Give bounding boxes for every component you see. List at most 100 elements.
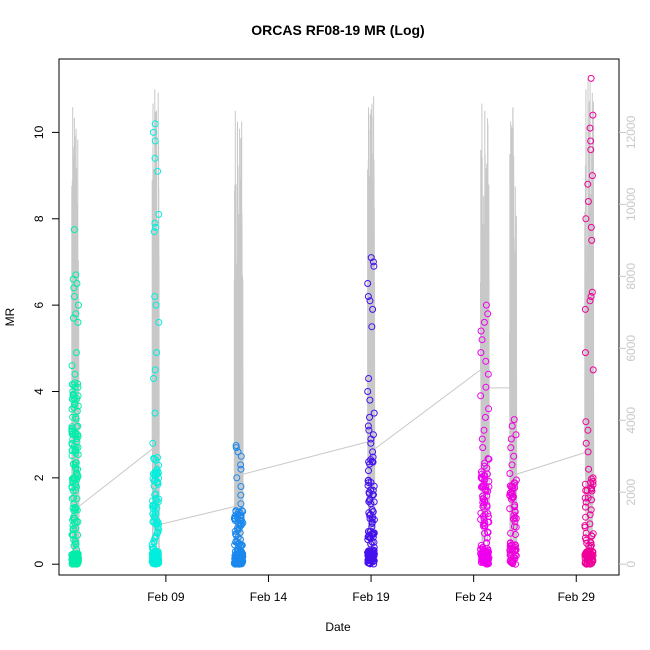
data-point <box>73 435 81 443</box>
data-point <box>72 349 80 357</box>
background-connector <box>78 448 153 508</box>
data-point <box>366 297 374 305</box>
data-point <box>149 470 157 478</box>
data-point <box>482 483 489 491</box>
y-axis-label: MR <box>3 307 17 326</box>
data-point <box>509 515 517 523</box>
data-point <box>481 522 489 530</box>
data-point <box>481 496 489 504</box>
data-point <box>152 223 159 231</box>
data-point <box>506 470 514 477</box>
data-point <box>582 349 589 357</box>
data-point <box>584 426 592 434</box>
data-point <box>70 396 78 404</box>
data-point <box>150 455 158 463</box>
data-point <box>581 522 589 530</box>
y-tick-label: 2 <box>32 474 46 481</box>
data-point <box>510 523 518 531</box>
series-ee00ee <box>477 301 493 568</box>
data-point <box>369 431 377 439</box>
data-point <box>510 511 518 519</box>
data-point <box>587 223 595 231</box>
data-point <box>74 518 82 526</box>
data-point <box>71 505 79 513</box>
data-point <box>364 293 372 300</box>
data-point <box>70 474 77 482</box>
data-point <box>151 491 159 499</box>
data-point <box>586 297 594 305</box>
data-point <box>485 477 493 485</box>
data-point <box>237 465 245 473</box>
data-point <box>367 254 375 262</box>
data-point <box>585 555 593 563</box>
data-point <box>75 301 82 309</box>
y2-tick-label: 6000 <box>624 335 638 362</box>
data-point <box>582 439 590 447</box>
data-point <box>368 518 376 526</box>
data-point <box>237 452 245 460</box>
data-point <box>507 444 515 452</box>
data-point <box>233 560 241 568</box>
y-tick-label: 10 <box>32 125 46 139</box>
data-point <box>582 418 590 426</box>
data-point <box>72 271 80 279</box>
data-point <box>234 533 242 541</box>
data-point <box>369 305 377 313</box>
data-point <box>581 559 589 567</box>
data-point <box>484 370 492 378</box>
background-trace <box>151 89 160 565</box>
data-point <box>480 318 488 326</box>
data-points <box>68 74 597 568</box>
data-point <box>478 475 486 483</box>
data-point <box>589 111 597 119</box>
data-point <box>365 547 372 555</box>
data-point <box>154 529 162 536</box>
data-point <box>72 486 80 494</box>
data-point <box>482 357 490 365</box>
data-point <box>74 559 82 567</box>
series-ee0099 <box>581 74 597 568</box>
data-point <box>232 444 240 452</box>
data-point <box>370 529 378 537</box>
data-point <box>237 461 245 469</box>
data-point <box>581 494 589 502</box>
data-point <box>74 473 82 481</box>
data-point <box>478 336 486 344</box>
data-point <box>512 431 520 439</box>
data-point <box>73 280 81 287</box>
data-point <box>509 493 517 501</box>
series-4411ee <box>364 254 378 568</box>
data-point <box>477 349 485 357</box>
axes: Feb 09 Feb 14 Feb 19 Feb 24 Feb 29 0 2 4 6 8 10 0 20… <box>32 115 638 604</box>
x-tick-label: Feb 19 <box>352 590 390 604</box>
data-point <box>584 180 592 188</box>
data-point <box>238 507 246 515</box>
data-point <box>73 438 81 446</box>
data-point <box>483 470 491 478</box>
data-point <box>70 513 78 521</box>
data-point <box>237 516 245 524</box>
data-point <box>69 436 77 443</box>
data-point <box>151 154 159 162</box>
data-point <box>482 301 490 309</box>
data-point <box>233 547 241 555</box>
data-point <box>368 458 376 465</box>
data-point <box>588 172 596 180</box>
data-point <box>582 529 590 537</box>
data-point <box>71 379 79 387</box>
data-point <box>74 318 82 326</box>
data-point <box>484 310 492 318</box>
data-point <box>581 305 589 313</box>
data-point <box>585 465 593 473</box>
data-point <box>366 413 373 421</box>
data-point <box>511 501 519 509</box>
data-point <box>508 461 516 469</box>
data-point <box>370 409 378 417</box>
data-point <box>235 525 243 533</box>
data-point <box>71 447 79 455</box>
x-tick-label: Feb 29 <box>558 590 596 604</box>
background-connector <box>242 441 368 475</box>
data-point <box>483 503 491 511</box>
data-point <box>479 492 487 500</box>
data-point <box>370 262 378 270</box>
